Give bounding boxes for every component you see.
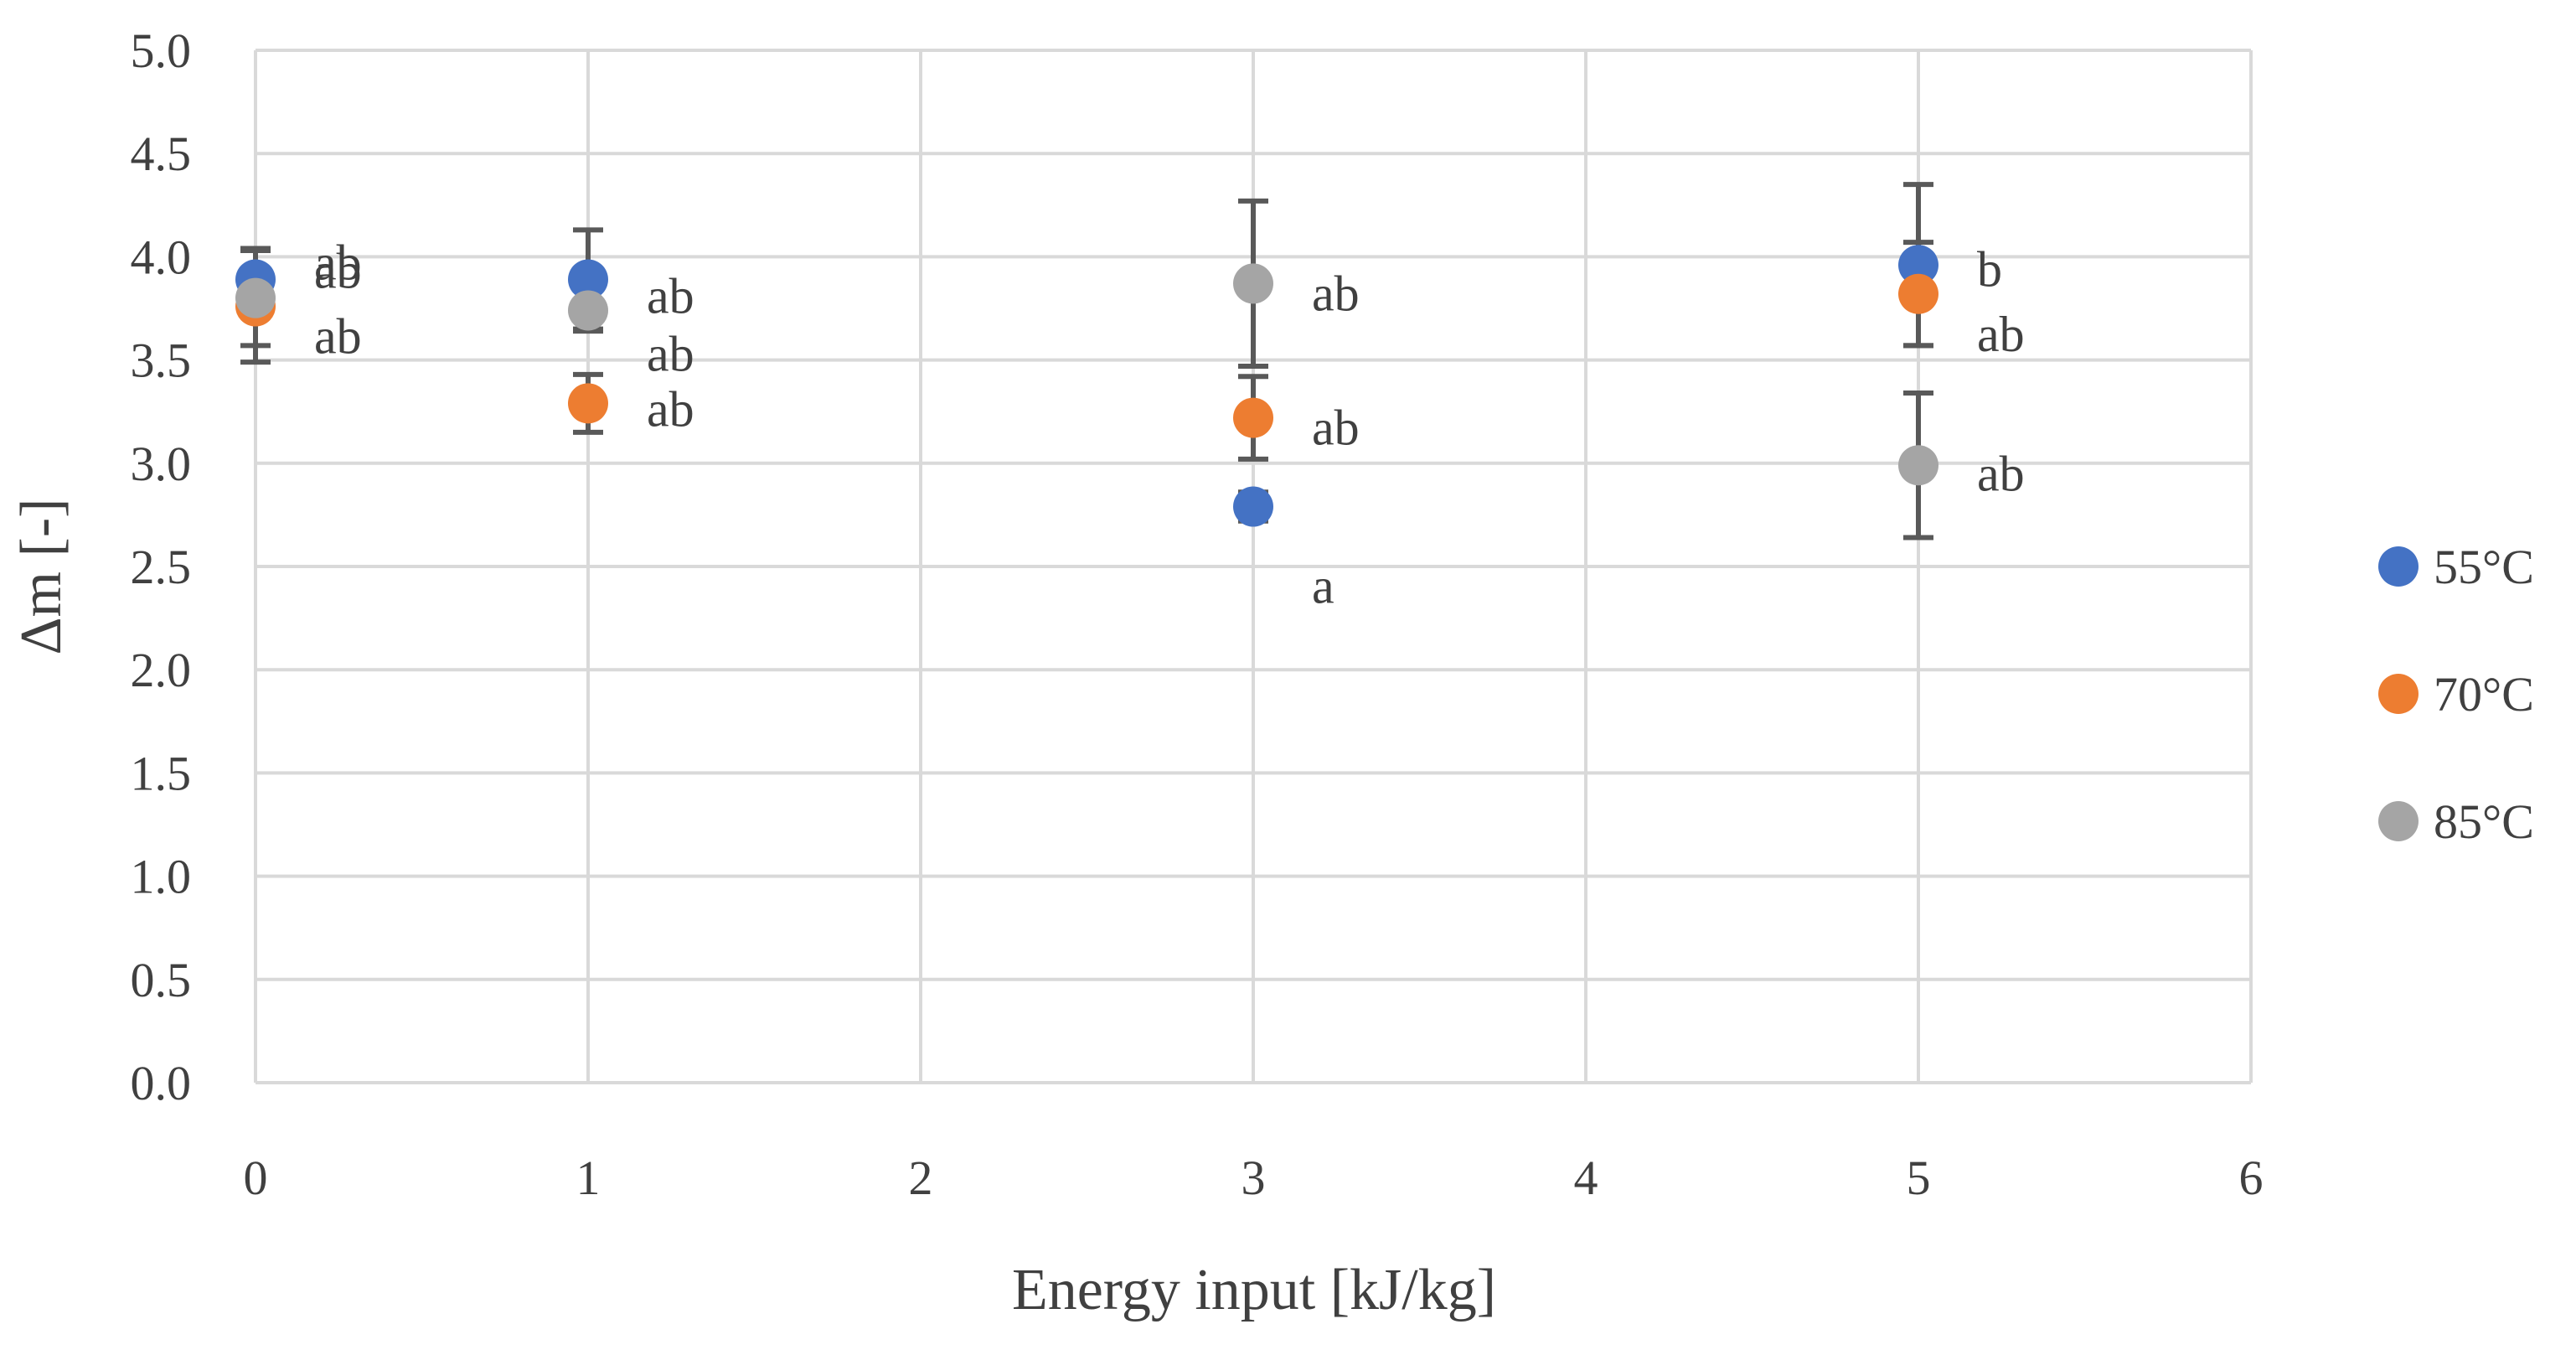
data-point [568, 259, 608, 300]
x-tick-label: 3 [1242, 1151, 1266, 1205]
data-label: ab [314, 244, 362, 299]
data-label: ab [647, 381, 694, 437]
legend-label: 55°C [2434, 540, 2534, 594]
data-point [568, 383, 608, 424]
data-point [1233, 486, 1273, 527]
x-tick-label: 6 [2239, 1151, 2264, 1205]
x-tick-label: 2 [909, 1151, 933, 1205]
legend-label: 70°C [2434, 667, 2534, 722]
y-tick-label: 1.0 [131, 850, 192, 904]
x-axis-title: Energy input [kJ/kg] [1012, 1258, 1496, 1322]
x-tick-label: 1 [576, 1151, 601, 1205]
y-tick-label: 4.0 [131, 230, 192, 284]
y-axis-title: Δm [-] [9, 499, 74, 655]
data-point [568, 290, 608, 331]
data-point [1898, 245, 1938, 286]
data-label: ab [647, 269, 694, 324]
legend-marker [2378, 801, 2419, 841]
data-point [235, 277, 276, 318]
legend-marker [2378, 674, 2419, 714]
data-label: b [1977, 241, 2002, 297]
data-label: a [1312, 559, 1334, 614]
x-tick-label: 5 [1907, 1151, 1931, 1205]
y-tick-label: 2.5 [131, 540, 192, 594]
y-tick-label: 4.5 [131, 127, 192, 181]
y-tick-label: 0.5 [131, 953, 192, 1007]
data-point [1898, 273, 1938, 314]
x-tick-label: 0 [244, 1151, 268, 1205]
data-label: ab [1312, 266, 1360, 321]
data-point [1233, 263, 1273, 304]
data-label: ab [1977, 307, 2025, 362]
data-label: ab [1977, 446, 2025, 501]
x-tick-label: 4 [1574, 1151, 1598, 1205]
legend-marker [2378, 546, 2419, 587]
data-label: ab [1312, 401, 1360, 456]
data-label: ab [647, 326, 694, 381]
y-tick-label: 3.5 [131, 334, 192, 388]
data-point [1898, 445, 1938, 486]
data-label: ab [314, 235, 362, 291]
y-tick-label: 0.0 [131, 1056, 192, 1110]
legend-label: 85°C [2434, 794, 2534, 849]
data-label: ab [314, 309, 362, 365]
y-tick-label: 3.0 [131, 437, 192, 491]
data-point [1233, 397, 1273, 438]
y-tick-label: 5.0 [131, 23, 192, 78]
y-tick-label: 1.5 [131, 746, 192, 800]
y-tick-label: 2.0 [131, 643, 192, 697]
